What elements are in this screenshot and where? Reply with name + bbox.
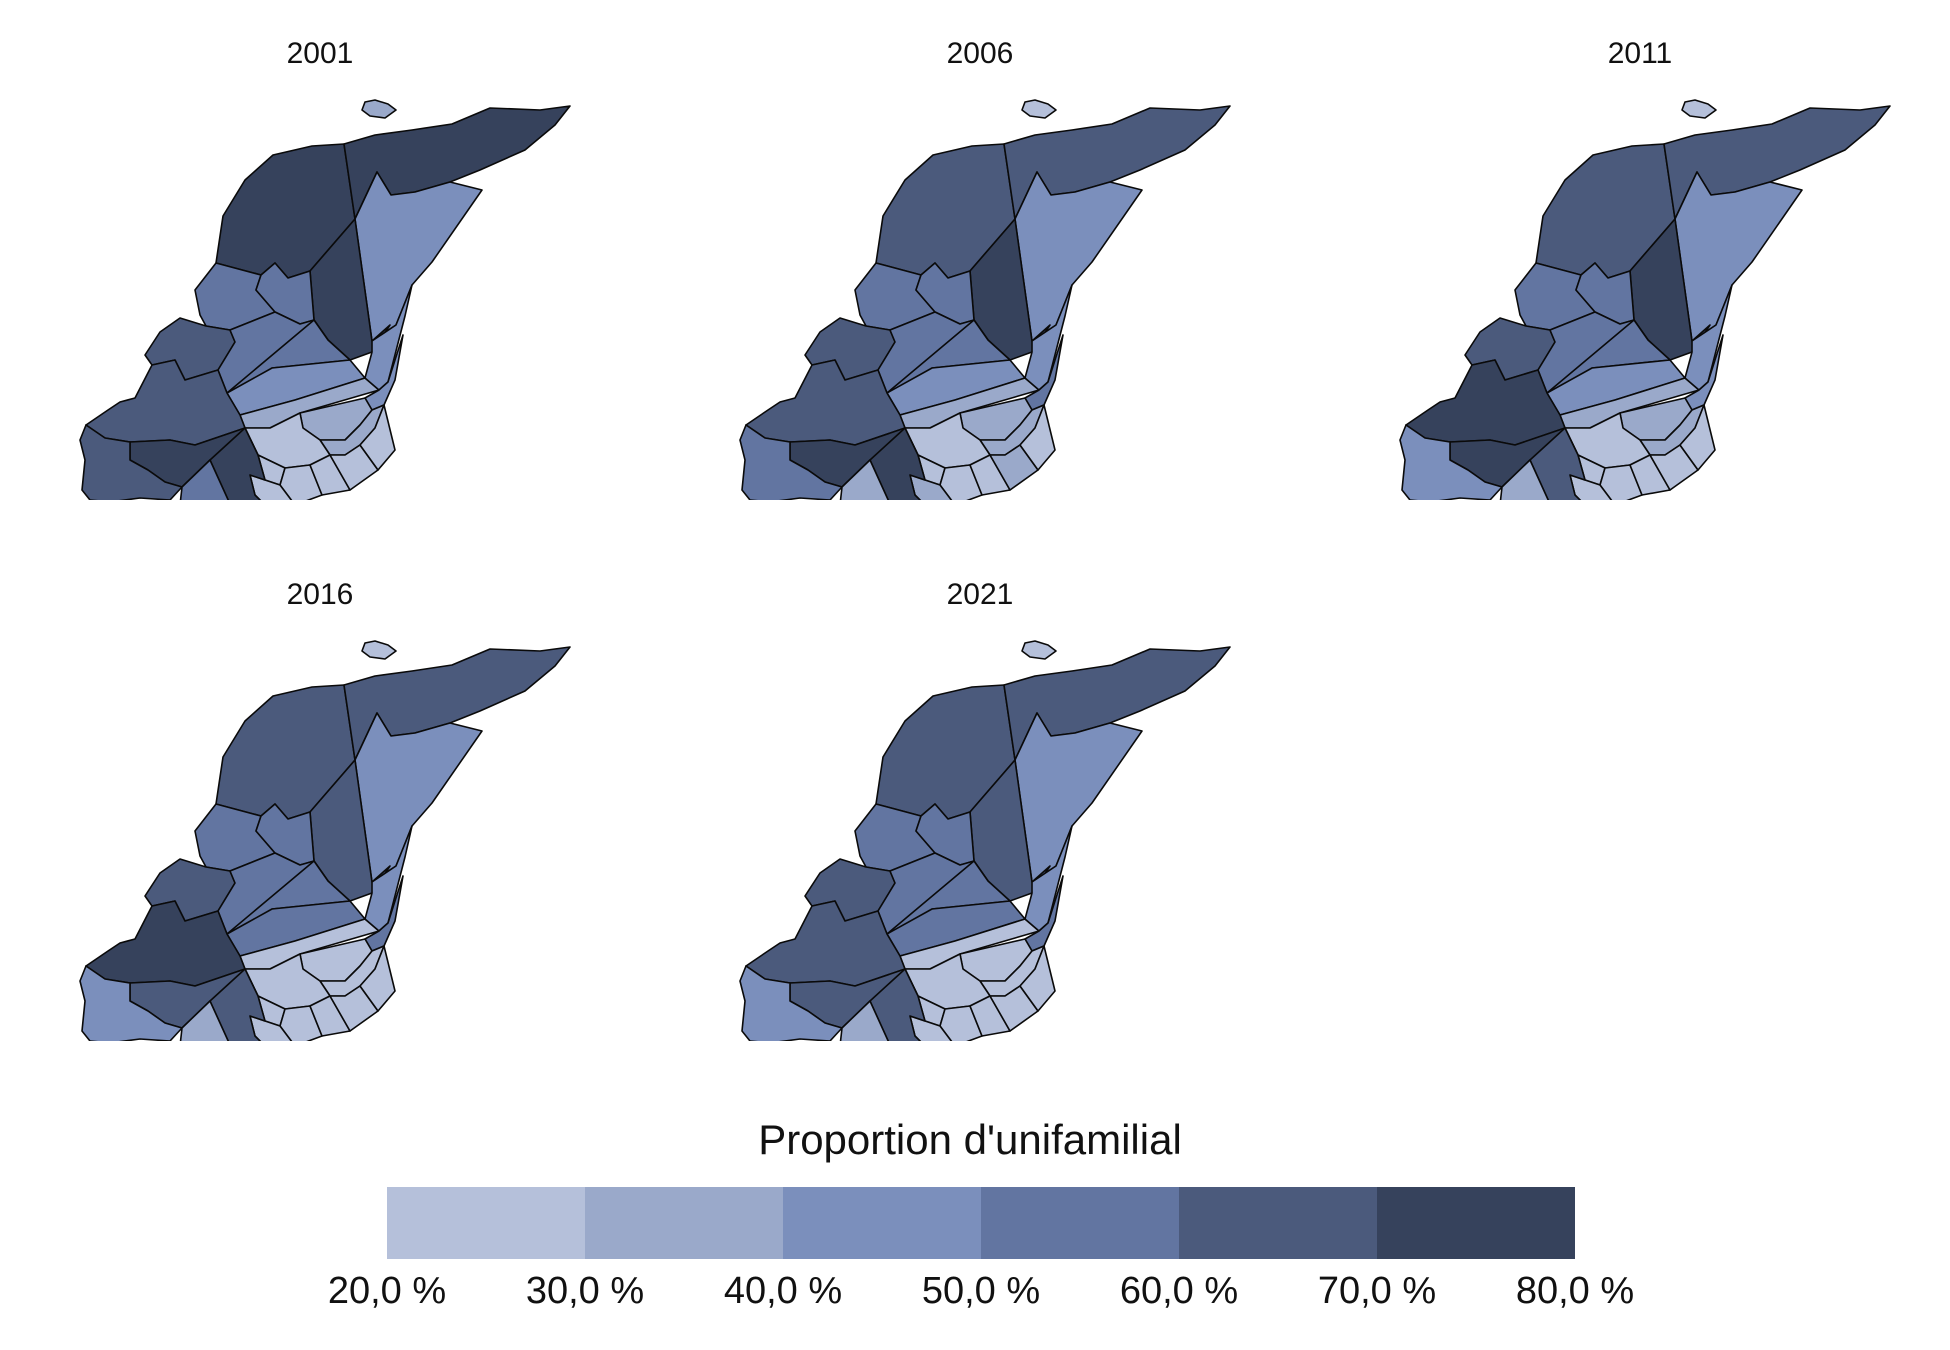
zone-south-block-6	[1019, 945, 1056, 1012]
map-panel-2011: 2011	[1340, 0, 1940, 500]
legend-title: Proportion d'unifamilial	[758, 1116, 1182, 1163]
zone-south-corner	[179, 459, 230, 500]
legend-swatch	[981, 1187, 1179, 1259]
zone-east-strip	[354, 171, 483, 342]
legend-swatch	[1377, 1187, 1575, 1259]
map-title: 2006	[946, 37, 1014, 70]
map-title: 2011	[1607, 37, 1673, 70]
zone-south-block-6	[359, 945, 396, 1012]
zone-south-block-3	[1599, 464, 1643, 500]
zone-west-tip	[739, 965, 843, 1041]
map-title: 2016	[286, 578, 354, 611]
map-panel-2016: 2016	[20, 541, 620, 1041]
choropleth-map	[1399, 99, 1891, 500]
zone-south-block-6	[1019, 404, 1056, 471]
zone-south-block-3	[939, 464, 983, 500]
legend-tick-label: 60,0 %	[1119, 1270, 1239, 1312]
zone-south-corner	[839, 1000, 890, 1041]
map-panel-2006: 2006	[680, 0, 1280, 500]
zone-east-strip	[1674, 171, 1803, 342]
legend-tick-label: 40,0 %	[723, 1270, 843, 1312]
map-title: 2001	[286, 37, 354, 70]
legend: Proportion d'unifamilial 20,0 % 30,0 % 40,…	[300, 1110, 1640, 1350]
zone-south-block-3	[939, 1005, 983, 1041]
zone-island	[1681, 99, 1717, 119]
zone-west-tip	[79, 424, 183, 500]
zone-island	[361, 99, 397, 119]
legend-swatch	[1179, 1187, 1377, 1259]
zone-island	[1021, 640, 1057, 660]
legend-tick-label: 20,0 %	[327, 1270, 447, 1312]
zone-south-block-3	[279, 464, 323, 500]
legend-swatch	[387, 1187, 585, 1259]
zone-east-strip	[1014, 171, 1143, 342]
legend-swatch	[783, 1187, 981, 1259]
legend-swatch	[585, 1187, 783, 1259]
choropleth-map	[79, 99, 571, 500]
zone-island	[361, 640, 397, 660]
zone-south-corner	[1499, 459, 1550, 500]
legend-tick-label: 80,0 %	[1515, 1270, 1635, 1312]
zone-east-strip	[1014, 712, 1143, 883]
zone-west-tip	[739, 424, 843, 500]
zone-south-corner	[839, 459, 890, 500]
zone-south-block-3	[279, 1005, 323, 1041]
map-panel-2021: 2021	[680, 541, 1280, 1041]
legend-tick-label: 70,0 %	[1317, 1270, 1437, 1312]
legend-color-bar	[387, 1187, 1575, 1259]
legend-tick-label: 30,0 %	[525, 1270, 645, 1312]
zone-south-block-6	[359, 404, 396, 471]
choropleth-map	[79, 640, 571, 1041]
zone-island	[1021, 99, 1057, 119]
choropleth-map	[739, 99, 1231, 500]
zone-east-strip	[354, 712, 483, 883]
zone-south-corner	[179, 1000, 230, 1041]
zone-south-block-6	[1679, 404, 1716, 471]
zone-west-tip	[1399, 424, 1503, 500]
map-title: 2021	[946, 578, 1014, 611]
zone-west-tip	[79, 965, 183, 1041]
map-panel-2001: 2001	[20, 0, 620, 500]
choropleth-map	[739, 640, 1231, 1041]
legend-tick-label: 50,0 %	[921, 1270, 1041, 1312]
